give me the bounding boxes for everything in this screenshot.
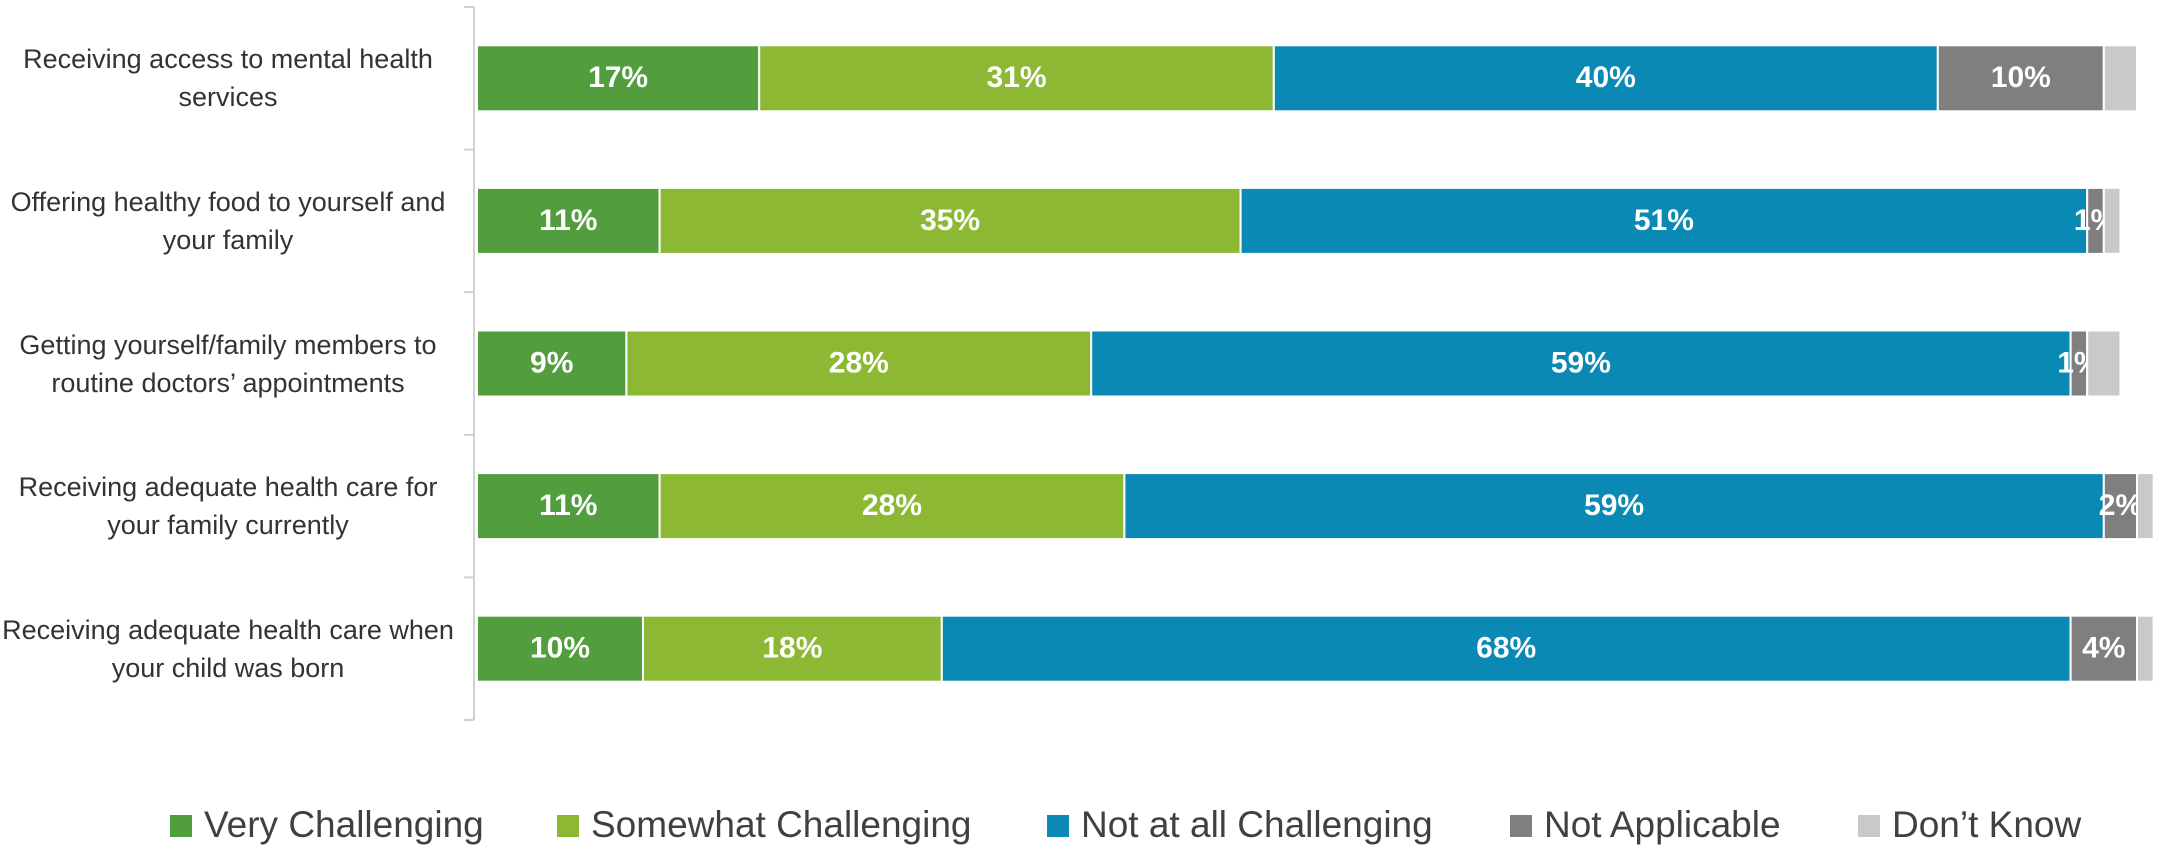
bar-segment xyxy=(2102,472,2139,541)
bar-segment xyxy=(476,44,761,113)
value-label: 28% xyxy=(862,489,922,522)
bar-segment xyxy=(1936,44,2105,113)
value-label: 18% xyxy=(762,632,822,665)
bar-segment xyxy=(2136,472,2155,541)
bar-segment xyxy=(2086,329,2122,398)
bar-segment xyxy=(658,186,1242,255)
value-label: 4% xyxy=(2082,632,2125,665)
value-label: 35% xyxy=(920,204,980,237)
category-label: Receiving adequate health care when your… xyxy=(2,614,454,683)
bar-segment xyxy=(625,329,1093,398)
bar-segment xyxy=(2136,614,2155,683)
value-label: 17% xyxy=(588,61,648,94)
legend-label: Very Challenging xyxy=(204,804,484,845)
bar-segment xyxy=(758,44,1275,113)
legend-label: Don’t Know xyxy=(1892,804,2081,845)
bar-segment xyxy=(2102,44,2139,113)
category-label: Offering healthy food to yourself and yo… xyxy=(10,186,446,255)
value-label: 59% xyxy=(1551,346,1611,379)
bar-segment xyxy=(2102,186,2122,255)
value-label: 10% xyxy=(530,632,590,665)
category-label: Getting yourself/family members to routi… xyxy=(19,329,437,398)
bar-segment xyxy=(476,472,661,541)
value-label: 28% xyxy=(829,346,889,379)
category-label: Receiving adequate health care for your … xyxy=(18,472,438,541)
value-label: 31% xyxy=(986,61,1046,94)
value-label: 9% xyxy=(530,346,573,379)
value-label: 10% xyxy=(1991,61,2051,94)
legend-swatch xyxy=(557,815,579,837)
bar-segment xyxy=(476,614,644,683)
legend-label: Somewhat Challenging xyxy=(591,804,972,845)
bar-segment xyxy=(476,186,661,255)
category-label: Receiving access to mental health servic… xyxy=(23,44,433,113)
legend-label: Not at all Challenging xyxy=(1081,804,1433,845)
bar-segment xyxy=(1090,329,2072,398)
legend-swatch xyxy=(1858,815,1880,837)
legend-label: Not Applicable xyxy=(1544,804,1781,845)
bar-segment xyxy=(1272,44,1939,113)
value-label: 68% xyxy=(1476,632,1536,665)
legend-swatch xyxy=(1047,815,1069,837)
legend-swatch xyxy=(170,815,192,837)
value-label: 11% xyxy=(539,489,597,522)
value-label: 40% xyxy=(1576,61,1636,94)
legend-swatch xyxy=(1510,815,1532,837)
value-label: 2% xyxy=(2099,489,2142,522)
value-label: 59% xyxy=(1584,489,1644,522)
value-label: 51% xyxy=(1634,204,1694,237)
value-label: 11% xyxy=(539,204,597,237)
